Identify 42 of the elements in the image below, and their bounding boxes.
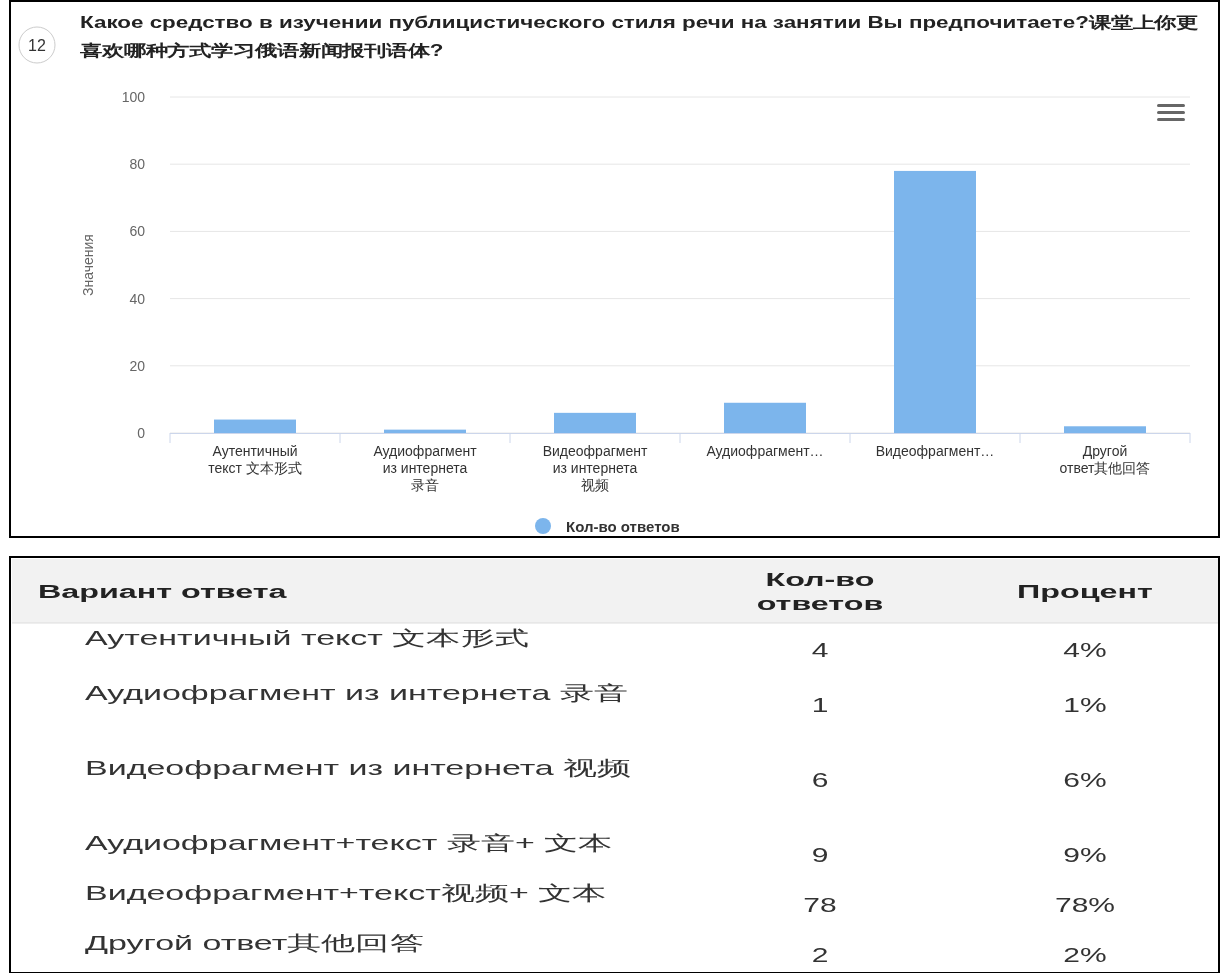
x-tick-label: Видеофрагмент из интернета 视频 — [542, 443, 648, 493]
x-tick-label: Аутентичный текст 文本形式 — [208, 443, 302, 476]
bar — [554, 412, 636, 433]
text: Аудиофрагмент из интернета 录音 — [85, 682, 629, 705]
text: 4 — [811, 638, 829, 661]
text: 4% — [1063, 638, 1107, 661]
y-tick-label: 40 — [129, 290, 146, 307]
text: Видеофрагмент+текст视频+ 文本 — [85, 882, 607, 905]
y-tick-label: 60 — [129, 223, 146, 240]
text: Видеофрагмент из интернета 视频 — [85, 757, 632, 780]
text: Кол-во ответов — [756, 568, 884, 615]
text: 2% — [1063, 943, 1107, 966]
text: 6% — [1063, 768, 1107, 791]
text: 1% — [1063, 693, 1107, 716]
y-tick-label: 100 — [121, 89, 146, 105]
x-tick-label: Другой ответ其他回答 — [1059, 443, 1151, 476]
chart-title: Какое средство в изучении публицистического стиля речи на занятии Вы предпочитаете?课堂上你更喜欢哪种方式学习俄语新闻报刊语体? — [78, 13, 1199, 60]
y-tick-label: 80 — [129, 156, 146, 173]
text: 9% — [1063, 843, 1107, 866]
text: 1 — [811, 693, 829, 716]
text: Другой ответ其他回答 — [85, 932, 424, 955]
bar — [214, 419, 296, 433]
text: Процент — [1017, 580, 1153, 603]
y-tick-label: 20 — [129, 357, 146, 374]
text: 6 — [811, 768, 829, 791]
text: Вариант ответа — [38, 580, 287, 603]
text: 12 — [28, 37, 46, 54]
x-tick-label: Аудиофрагмент… — [706, 443, 824, 459]
x-tick-label: Аудиофрагмент из интернета 录音 — [373, 443, 478, 493]
bar — [724, 402, 806, 433]
x-tick-label: Видеофрагмент… — [875, 443, 995, 459]
text: 2 — [811, 943, 829, 966]
bar — [894, 170, 976, 433]
text: Аудиофрагмент+текст 录音+ 文本 — [85, 832, 613, 855]
legend-label: Кол-во ответов — [566, 518, 680, 535]
y-tick-label: 0 — [137, 425, 146, 441]
text: 9 — [811, 843, 829, 866]
bar — [1064, 426, 1146, 433]
text: 78% — [1054, 893, 1116, 916]
text: Аутентичный текст 文本形式 — [85, 627, 529, 650]
y-axis-title: Значения — [80, 234, 96, 296]
text: 78 — [803, 893, 837, 916]
